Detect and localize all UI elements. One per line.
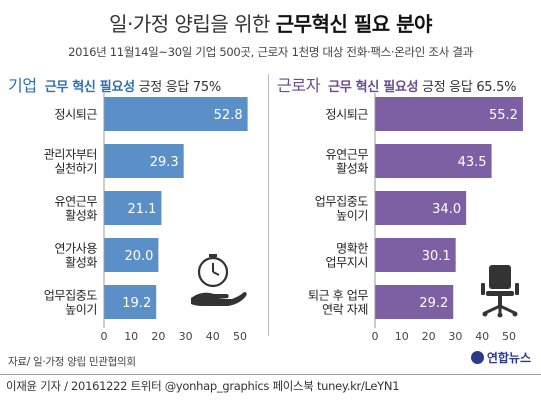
right-tick-label: 40: [475, 330, 489, 343]
left-bar-value-label: 20.0: [124, 249, 153, 264]
left-category-label: 연가사용 활성화: [54, 242, 97, 270]
right-tick-label: 50: [502, 330, 516, 343]
right-bar: [375, 238, 456, 272]
left-bar-value-label: 21.1: [127, 202, 156, 217]
right-bar-value-label: 55.2: [489, 108, 518, 123]
logo-text: 연합뉴스: [486, 351, 531, 365]
right-bar-value-label: 30.1: [422, 249, 451, 264]
right-category-label: 업무집중도 높이기: [315, 195, 369, 223]
right-bar-value-label: 43.5: [458, 155, 487, 170]
right-bar: [375, 144, 492, 178]
right-question-label: 근무 혁신 필요성: [328, 80, 419, 95]
right-group-label: 근로자: [277, 76, 321, 95]
left-tick-label: 20: [151, 330, 165, 343]
title-prefix: 일·가정 양립을 위한: [109, 12, 276, 36]
office-chair-icon: [481, 265, 519, 318]
right-bar-value-label: 34.0: [432, 202, 461, 217]
right-panel-heading: 근로자 근무 혁신 필요성 긍정 응답 65.5%: [277, 72, 516, 96]
panel-divider: [268, 74, 269, 336]
left-tick-label: 40: [206, 330, 220, 343]
left-response-label: 긍정 응답 75%: [138, 80, 222, 95]
left-question-label: 근무 혁신 필요성: [44, 80, 135, 95]
left-tick-label: 0: [101, 330, 108, 343]
left-bar: [104, 191, 162, 225]
left-category-label: 정시퇴근: [54, 108, 97, 122]
right-bar: [375, 191, 467, 225]
left-bar: [104, 285, 157, 319]
title-highlight: 근무혁신 필요 분야: [275, 12, 433, 36]
right-response-label: 긍정 응답 65.5%: [422, 80, 517, 95]
left-category-label: 유연근무 활성화: [54, 195, 97, 223]
left-tick-label: 10: [124, 330, 138, 343]
right-tick-label: 30: [448, 330, 462, 343]
right-category-label: 명확한 업무지시: [325, 242, 368, 270]
page-title: 일·가정 양립을 위한 근무혁신 필요 분야: [0, 8, 541, 37]
left-bar-value-label: 29.3: [150, 155, 179, 170]
left-bar: [104, 97, 248, 131]
left-panel-heading: 기업 근무 혁신 필요성 긍정 응답 75%: [8, 72, 221, 96]
footer-credit: 이재윤 기자 / 20161222 트위터 @yonhap_graphics 페…: [6, 379, 400, 393]
left-tick-label: 30: [179, 330, 193, 343]
footer-divider: [0, 374, 541, 375]
left-bar-value-label: 19.2: [122, 296, 151, 311]
right-bar: [375, 97, 523, 131]
clock-hand-icon: [191, 254, 247, 306]
right-tick-label: 20: [422, 330, 436, 343]
right-tick-label: 0: [372, 330, 379, 343]
right-bar-value-label: 29.2: [419, 296, 448, 311]
left-bar: [104, 238, 159, 272]
right-bar: [375, 285, 454, 319]
left-category-label: 업무집중도 높이기: [44, 289, 98, 317]
right-tick-label: 10: [395, 330, 409, 343]
left-group-label: 기업: [8, 76, 37, 95]
subtitle: 2016년 11월14일~30일 기업 500곳, 근로자 1천명 대상 전화·…: [68, 45, 473, 59]
left-bar-value-label: 52.8: [214, 108, 243, 123]
left-category-label: 관리자부터 실천하기: [44, 148, 97, 176]
right-category-label: 유연근무 활성화: [325, 148, 368, 176]
yonhap-logo: 연합뉴스: [470, 349, 531, 366]
left-bar: [104, 144, 184, 178]
logo-mark-icon: [470, 351, 484, 364]
left-tick-label: 50: [233, 330, 247, 343]
right-category-label: 퇴근 후 업무 연락 자제: [308, 289, 368, 317]
source-note: 자료/ 일·가정 양립 민관협의회: [8, 356, 136, 368]
right-category-label: 정시퇴근: [325, 108, 368, 122]
